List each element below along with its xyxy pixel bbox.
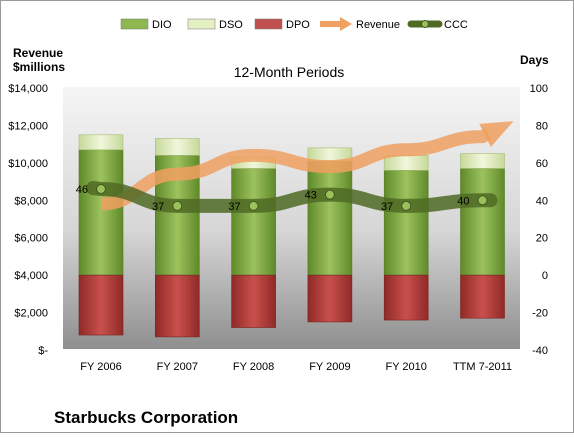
right-axis-title: Days (520, 53, 549, 67)
left-tick-label: $2,000 (14, 308, 48, 320)
category-label: TTM 7-2011 (453, 361, 512, 373)
left-axis-title-line2: $millions (13, 60, 65, 74)
dio-bar (460, 168, 505, 276)
legend-item-revenue: Revenue (320, 17, 400, 31)
dso-bar (155, 138, 200, 156)
ccc-data-label: 37 (381, 201, 393, 213)
legend-label: DPO (286, 19, 310, 31)
legend-swatch (254, 18, 283, 30)
dpo-bar (78, 274, 124, 336)
ccc-data-label: 37 (228, 201, 240, 213)
ccc-point (172, 200, 183, 211)
dio-bar (78, 149, 124, 276)
dso-bar (383, 155, 429, 171)
legend-label: DSO (219, 19, 243, 31)
dpo-bar (460, 274, 505, 319)
dpo-bar (155, 274, 200, 338)
dio-bar (383, 170, 429, 276)
left-tick-label: $6,000 (14, 233, 48, 245)
legend-item-dso: DSO (187, 18, 243, 31)
dpo-bar (231, 274, 276, 328)
left-tick-label: $- (38, 345, 48, 357)
ccc-point (248, 200, 259, 211)
revenue-group (100, 121, 514, 211)
category-label: FY 2010 (386, 361, 427, 373)
ccc-point (477, 195, 488, 206)
plot-area (63, 87, 520, 349)
legend-item-dio: DIO (120, 18, 172, 31)
legend-item-dpo: DPO (254, 18, 310, 31)
category-label: FY 2006 (80, 361, 121, 373)
ccc-data-label: 43 (305, 190, 317, 202)
ccc-data-label: 40 (457, 195, 469, 207)
dso-bar (460, 153, 505, 169)
right-tick-label: -20 (532, 308, 548, 320)
category-labels: FY 2006 FY 2007 FY 2008 FY 2009 FY 2010 TTM 7… (80, 361, 512, 373)
company-name: Starbucks Corporation (54, 408, 238, 427)
right-tick-label: 80 (536, 120, 548, 132)
right-tick-label: 40 (536, 195, 548, 207)
left-tick-label: $12,000 (8, 120, 48, 132)
left-tick-label: $14,000 (8, 83, 48, 95)
ccc-line (86, 181, 498, 213)
dpo-bar (307, 274, 353, 323)
revenue-line (100, 121, 514, 211)
ccc-point (96, 184, 106, 195)
left-axis-title-line1: Revenue (13, 46, 63, 60)
legend-label: CCC (444, 19, 468, 31)
legend-swatch (187, 18, 216, 30)
category-label: FY 2009 (309, 361, 350, 373)
dio-bar (307, 160, 353, 276)
left-tick-label: $4,000 (14, 270, 48, 282)
legend-arrow (340, 17, 352, 31)
ccc-point (324, 189, 335, 200)
right-axis-ticks: 100 80 60 40 20 0 -20 -40 (530, 83, 548, 357)
ccc-data-label: 37 (152, 201, 164, 213)
chart-title: 12-Month Periods (234, 64, 345, 80)
ccc-data-label: 46 (76, 184, 88, 196)
left-tick-label: $10,000 (8, 158, 48, 170)
legend-label: Revenue (356, 19, 400, 31)
legend: DIO DSO DPO Revenue CCC (120, 17, 468, 31)
ccc-point (401, 200, 412, 211)
category-label: FY 2008 (233, 361, 274, 373)
right-tick-label: 20 (536, 233, 548, 245)
left-tick-label: $8,000 (14, 195, 48, 207)
category-label: FY 2007 (157, 361, 198, 373)
legend-marker (421, 20, 429, 28)
dio-bar (231, 168, 276, 276)
legend-label: DIO (152, 19, 172, 31)
left-axis-ticks: $14,000 $12,000 $10,000 $8,000 $6,000 $4,000 $… (8, 83, 48, 357)
right-tick-label: 60 (536, 158, 548, 170)
right-tick-label: -40 (532, 345, 548, 357)
right-tick-label: 0 (542, 270, 548, 282)
dpo-bar (383, 274, 429, 321)
legend-item-ccc: CCC (407, 19, 468, 31)
dso-bar (78, 134, 124, 151)
legend-swatch (120, 18, 149, 30)
ccc-group: 46 37 37 43 37 40 (76, 181, 498, 213)
right-tick-label: 100 (530, 83, 548, 95)
